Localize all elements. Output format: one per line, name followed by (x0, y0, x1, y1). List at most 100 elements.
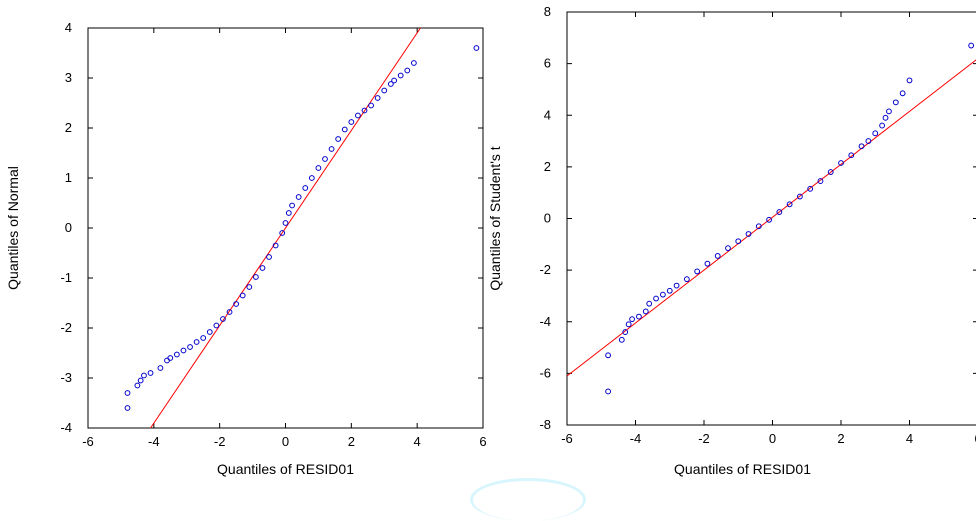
chart-0-data-point (355, 112, 361, 119)
chart-1-y-tick-label: 8 (544, 4, 551, 19)
chart-1-data-point (858, 143, 865, 150)
chart-0-x-tick-label: -2 (214, 434, 226, 449)
chart-1-data-point (725, 245, 731, 252)
chart-1-data-point (694, 268, 701, 275)
chart-1-data-point (714, 253, 721, 259)
chart-0-data-point (295, 194, 302, 200)
chart-1-x-tick-label: 2 (837, 431, 844, 446)
chart-0-data-point (147, 370, 154, 376)
chart-0-data-point (124, 405, 131, 411)
chart-1-x-tick-label: -4 (630, 431, 642, 446)
chart-1-data-point (622, 329, 629, 335)
chart-0-data-point (141, 372, 147, 379)
chart-1-y-tick-label: 6 (544, 56, 551, 71)
qq-plot-students-t: -6 -4 -2 0 2 4 6 -8 -6 -4 -2 0 2 4 6 8 Quantiles of RESI… (487, 4, 976, 477)
chart-0-data-point (285, 210, 292, 216)
chart-0-data-point (220, 316, 226, 322)
chart-0-data-point (335, 136, 342, 142)
chart-0-y-tick-label: 1 (65, 170, 72, 185)
chart-1-data-point (807, 185, 814, 192)
chart-1-x-tick-label: 4 (906, 431, 913, 446)
chart-0-data-point (206, 329, 213, 335)
chart-0-data-point (282, 220, 289, 226)
chart-1-data-point (968, 42, 975, 49)
chart-1-x-tick-label: 6 (974, 431, 976, 446)
qq-plot-figure: -6 -4 -2 0 2 4 6 -4 -3 -2 -1 0 1 2 3 4 Quantiles of RESI… (5, 4, 976, 477)
chart-0-data-point (167, 355, 174, 361)
chart-1-data-point (766, 216, 772, 223)
chart-0-x-tick-label: -4 (148, 434, 160, 449)
chart-0-data-point (259, 265, 266, 271)
chart-0-data-point (473, 45, 480, 51)
chart-1-data-point (882, 114, 889, 121)
chart-1-data-point (827, 169, 834, 175)
chart-0-data-point (213, 322, 220, 329)
chart-1-data-point (906, 77, 913, 84)
chart-0-data-point (124, 390, 131, 396)
chart-0-x-tick-label: -6 (82, 434, 94, 449)
chart-0-data-point (368, 102, 374, 109)
chart-0-y-tick-label: -4 (60, 420, 72, 435)
chart-1-data-point (838, 160, 844, 166)
chart-1-data-point (605, 352, 611, 359)
chart-0-data-point (404, 67, 411, 74)
chart-1-data-point (704, 260, 711, 267)
chart-1-reference-line (567, 59, 976, 377)
chart-1-y-tick-label: -4 (539, 314, 551, 329)
chart-1-data-point (646, 300, 653, 307)
chart-0-data-point (200, 335, 207, 341)
chart-0-y-tick-label: -3 (60, 370, 72, 385)
chart-0-data-point (361, 107, 368, 114)
chart-0-data-point (187, 344, 193, 350)
chart-1-data-point (683, 276, 690, 283)
chart-1-data-point (886, 108, 892, 115)
chart-1-data-point (625, 321, 632, 328)
chart-0-data-point (272, 242, 279, 249)
chart-1-data-point (745, 231, 752, 237)
chart-0-data-point (348, 119, 355, 125)
chart-0-data-point (341, 126, 348, 133)
chart-0-y-tick-label: -1 (60, 270, 72, 285)
chart-0-y-tick-label: 2 (65, 120, 72, 135)
chart-0-y-tick-label: 4 (65, 20, 72, 35)
chart-0-x-tick-label: 2 (348, 434, 355, 449)
chart-1-data-point (899, 90, 906, 97)
chart-1-data-point (817, 178, 824, 184)
chart-0-reference-line (150, 28, 421, 428)
chart-0-data-point (391, 77, 398, 84)
chart-0-data-point (322, 156, 328, 162)
chart-1-y-tick-label: -2 (539, 262, 551, 277)
chart-1-x-tick-label: -6 (561, 431, 573, 446)
chart-0-x-tick-label: 4 (414, 434, 421, 449)
chart-0-data-point (302, 185, 309, 191)
chart-0-data-point (137, 377, 144, 384)
chart-1-y-tick-label: -6 (539, 365, 551, 380)
chart-1-data-point (872, 130, 879, 137)
chart-1-data-point (653, 295, 659, 302)
chart-0-x-axis-label: Quantiles of RESID01 (217, 461, 354, 477)
chart-0-data-point (239, 292, 246, 299)
chart-1-data-point (666, 287, 673, 294)
chart-0-data-point (308, 175, 315, 181)
chart-1-y-tick-label: 4 (544, 107, 551, 122)
chart-0-data-point (289, 202, 295, 209)
chart-0-data-point (164, 357, 170, 364)
chart-0-data-point (387, 81, 394, 87)
chart-1-data-point (673, 282, 680, 289)
chart-1-data-point (636, 313, 642, 320)
chart-0-data-point (397, 72, 404, 79)
chart-0-data-point (279, 230, 286, 236)
chart-1-data-point (618, 336, 625, 343)
chart-1-data-point (735, 238, 742, 245)
chart-0-data-point (134, 382, 141, 389)
chart-1-data-point (879, 122, 885, 129)
chart-0-data-point (328, 146, 335, 152)
chart-1-data-point (755, 223, 762, 230)
chart-0-data-point (157, 365, 164, 371)
chart-0-data-point (410, 60, 417, 66)
chart-1-x-axis-label: Quantiles of RESID01 (674, 461, 811, 477)
chart-1-data-point (660, 291, 666, 298)
chart-0-data-point (381, 87, 388, 94)
chart-0-data-point (246, 284, 253, 290)
chart-1-data-point (865, 138, 872, 144)
